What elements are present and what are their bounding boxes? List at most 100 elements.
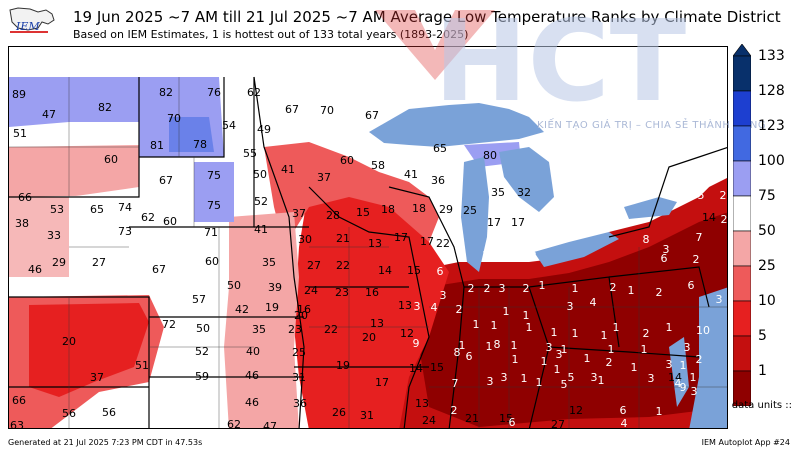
district-rank-label: 1: [521, 372, 528, 385]
district-rank-label: 82: [159, 86, 173, 99]
district-rank-label: 1: [601, 329, 608, 342]
district-rank-label: 13: [370, 317, 384, 330]
district-rank-label: 70: [167, 112, 181, 125]
district-rank-label: 9: [413, 337, 420, 350]
district-rank-label: 23: [288, 323, 302, 336]
district-rank-label: 60: [104, 153, 118, 166]
district-rank-label: 1: [526, 321, 533, 334]
district-rank-label: 5: [698, 189, 705, 202]
district-rank-label: 3: [716, 293, 723, 306]
district-rank-label: 41: [254, 223, 268, 236]
district-rank-label: 31: [360, 409, 374, 422]
region-core-darkest: [419, 212, 727, 427]
atlantic-ocean: [689, 287, 727, 428]
district-rank-label: 22: [324, 323, 338, 336]
district-rank-label: 73: [118, 225, 132, 238]
district-rank-label: 6: [509, 416, 516, 429]
district-rank-label: 75: [207, 199, 221, 212]
colorbar-block: [733, 125, 751, 162]
district-rank-label: 3: [691, 385, 698, 398]
district-rank-label: 59: [195, 370, 209, 383]
district-rank-label: 30: [298, 233, 312, 246]
district-rank-label: 2: [523, 282, 530, 295]
district-rank-label: 37: [90, 371, 104, 384]
district-rank-label: 1: [491, 319, 498, 332]
district-rank-label: 8: [454, 346, 461, 359]
district-rank-label: 20: [294, 309, 308, 322]
district-rank-label: 22: [436, 237, 450, 250]
colorbar-block: [733, 55, 751, 92]
district-rank-label: 7: [452, 377, 459, 390]
region-canada-east: [649, 67, 727, 197]
colorbar-tick-label: 50: [758, 223, 776, 239]
district-rank-label: 4: [431, 301, 438, 314]
district-rank-label: 1: [536, 376, 543, 389]
units-label: data units ::: [731, 400, 792, 411]
district-rank-label: 1: [561, 343, 568, 356]
district-rank-label: 6: [466, 350, 473, 363]
map-panel: 89 82 82 76 62 51 70 47 60 81 78 54 49 55 67 70 67 65 80 60…: [8, 46, 728, 429]
district-rank-label: 1: [631, 361, 638, 374]
district-rank-label: 13: [415, 397, 429, 410]
district-rank-label: 8: [530, 246, 537, 259]
district-rank-label: 80: [483, 149, 497, 162]
district-rank-label: 2: [456, 303, 463, 316]
region-nw-blue: [9, 77, 139, 127]
hct-watermark: HCT: [375, 0, 686, 115]
district-rank-label: 1: [539, 279, 546, 292]
district-rank-label: 2: [484, 282, 491, 295]
district-rank-label: 5: [561, 378, 568, 391]
district-rank-label: 3: [440, 289, 447, 302]
district-rank-label: 50: [227, 279, 241, 292]
district-rank-label: 65: [90, 203, 104, 216]
district-rank-label: 63: [10, 419, 24, 429]
district-rank-label: 67: [285, 103, 299, 116]
district-rank-label: 2: [451, 404, 458, 417]
district-rank-label: 46: [28, 263, 42, 276]
region-southwest-core: [29, 303, 149, 397]
district-rank-label: 2: [720, 189, 727, 202]
colorbar-tick-label: 5: [758, 328, 767, 344]
colorbar-tick-label: 123: [758, 118, 785, 134]
district-rank-label: 2: [468, 282, 475, 295]
district-rank-label: 1: [523, 309, 530, 322]
lake-michigan: [461, 157, 489, 272]
region-wyoming-blue: [194, 162, 234, 222]
iem-logo-text: IEM: [15, 20, 40, 33]
district-rank-label: 10: [696, 324, 710, 337]
district-rank-label: 2: [656, 286, 663, 299]
district-rank-label: 1: [486, 340, 493, 353]
district-rank-label: 1: [584, 352, 591, 365]
district-rank-label: 18: [412, 202, 426, 215]
district-rank-label: 3: [501, 371, 508, 384]
district-rank-label: 13: [398, 299, 412, 312]
colorbar: [733, 44, 751, 406]
colorbar-block: [733, 265, 751, 302]
district-rank-label: 3: [546, 341, 553, 354]
district-rank-label: 27: [92, 256, 106, 269]
district-rank-label: 54: [222, 119, 236, 132]
district-rank-label: 56: [62, 407, 76, 420]
district-rank-label: 40: [246, 345, 260, 358]
district-rank-label: 2: [643, 327, 650, 340]
district-rank-label: 6: [688, 279, 695, 292]
district-rank-label: 8: [643, 233, 650, 246]
district-rank-label: 4: [621, 417, 628, 429]
colorbar-tick-label: 75: [758, 188, 776, 204]
lake-superior: [369, 103, 544, 147]
district-rank-label: 26: [332, 406, 346, 419]
district-rank-label: 4: [503, 248, 510, 261]
district-rank-label: 3: [414, 300, 421, 313]
district-rank-label: 32: [517, 186, 531, 199]
district-rank-label: 3: [567, 300, 574, 313]
district-rank-label: 2: [721, 213, 728, 226]
iem-logo: IEM: [9, 7, 55, 33]
district-rank-label: 23: [335, 286, 349, 299]
chesapeake-bay: [669, 337, 689, 407]
district-rank-label: 46: [245, 369, 259, 382]
district-rank-label: 20: [62, 335, 76, 348]
district-rank-label: 3: [666, 358, 673, 371]
district-rank-label: 1: [572, 327, 579, 340]
district-rank-label: 74: [118, 201, 132, 214]
